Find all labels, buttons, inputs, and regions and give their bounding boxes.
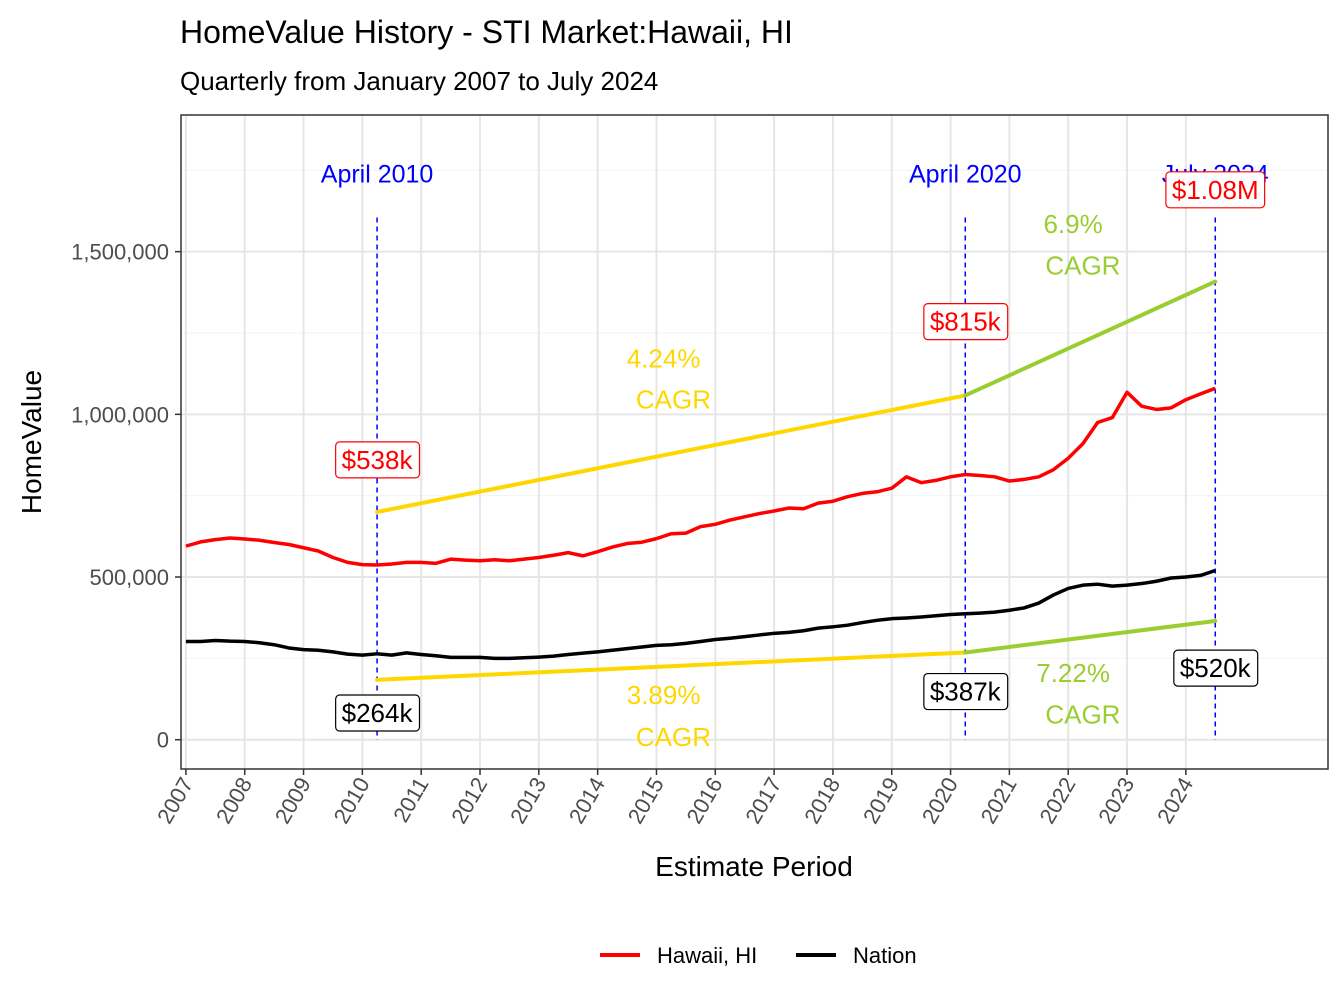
cagr-label: 6.9% <box>1043 209 1102 239</box>
value-label-box: $538k <box>335 441 421 479</box>
x-axis-ticks: 2007 2008 2009 2010 2011 2012 2013 2014 2015 2016… <box>152 769 1198 828</box>
x-tick-label: 2024 <box>1152 773 1198 828</box>
plot-border <box>180 114 1329 770</box>
legend-label-nation: Nation <box>853 943 917 968</box>
legend-label-hawaii: Hawaii, HI <box>657 943 757 968</box>
nation-series-line <box>185 568 1216 661</box>
cagr-label: 7.22% <box>1036 658 1110 688</box>
y-tick-label: 500,000 <box>89 565 169 590</box>
value-label: $1.08M <box>1172 175 1259 205</box>
chart-subtitle: Quarterly from January 2007 to July 2024 <box>180 66 658 96</box>
value-label-frame <box>335 694 421 732</box>
x-tick-label: 2022 <box>1034 773 1080 828</box>
y-tick-label: 0 <box>157 728 169 753</box>
x-tick-label: 2023 <box>1093 773 1139 828</box>
cagr-label: 3.89% <box>627 680 701 710</box>
legend: Hawaii, HI Nation <box>600 943 917 968</box>
value-label: $520k <box>1180 653 1252 683</box>
y-tick-label: 1,000,000 <box>71 402 169 427</box>
value-label: $264k <box>342 698 414 728</box>
y-tick-label: 1,500,000 <box>71 240 169 265</box>
date-marker-label: April 2010 <box>321 161 434 189</box>
cagr-line <box>963 618 1218 655</box>
cagr-label: CAGR <box>636 722 711 752</box>
cagr-line <box>375 650 968 682</box>
cagr-label: CAGR <box>636 385 711 415</box>
x-tick-label: 2012 <box>446 773 492 828</box>
x-tick-label: 2011 <box>388 773 433 826</box>
value-label-frame <box>1165 171 1266 209</box>
value-label-box: $264k <box>335 694 421 732</box>
value-label-box: $1.08M <box>1165 171 1266 209</box>
x-tick-label: 2009 <box>270 773 316 828</box>
x-tick-label: 2019 <box>858 773 904 828</box>
annotations: $538k $815k $1.08M $264k $387k $520k 4.24% CAGR… <box>335 171 1266 752</box>
value-label-frame <box>923 303 1009 341</box>
y-axis-title: HomeValue <box>16 370 47 514</box>
x-tick-label: 2016 <box>681 773 727 828</box>
hawaii-series-line <box>185 386 1216 567</box>
cagr-label: 4.24% <box>627 343 701 373</box>
x-tick-label: 2018 <box>799 773 845 828</box>
cagr-line <box>375 393 968 514</box>
value-label-frame <box>1173 649 1259 687</box>
cagr-label: CAGR <box>1045 699 1120 729</box>
x-tick-label: 2021 <box>976 773 1022 828</box>
cagr-line <box>963 279 1218 398</box>
date-marker-label: April 2020 <box>909 161 1022 189</box>
value-label: $815k <box>930 307 1002 337</box>
grid <box>181 115 1328 769</box>
y-axis-ticks: 0 500,000 1,000,000 1,500,000 <box>71 240 181 753</box>
value-label: $387k <box>930 677 1002 707</box>
x-tick-label: 2014 <box>564 773 610 828</box>
x-tick-label: 2020 <box>917 773 963 828</box>
chart-title: HomeValue History - STI Market:Hawaii, H… <box>180 14 793 50</box>
value-label-box: $387k <box>923 672 1009 711</box>
series-lines <box>185 279 1218 682</box>
x-tick-label: 2008 <box>211 773 257 828</box>
x-tick-label: 2013 <box>505 773 551 828</box>
value-label-frame <box>923 672 1009 711</box>
x-axis-title: Estimate Period <box>655 851 853 882</box>
value-label-box: $520k <box>1173 649 1259 687</box>
value-label-box: $815k <box>923 303 1009 341</box>
value-label: $538k <box>342 445 414 475</box>
x-tick-label: 2017 <box>740 773 786 828</box>
x-tick-label: 2010 <box>329 773 375 828</box>
x-tick-label: 2015 <box>623 773 669 828</box>
cagr-label: CAGR <box>1045 251 1120 281</box>
value-label-frame <box>335 441 421 479</box>
x-tick-label: 2007 <box>152 773 198 828</box>
